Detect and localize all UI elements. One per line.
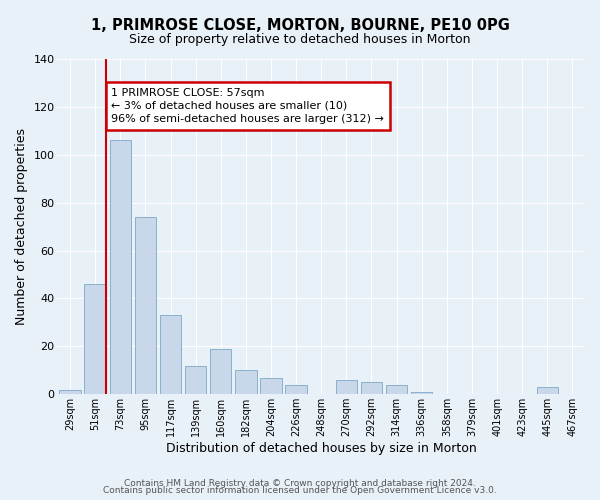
Bar [361, 382, 382, 394]
Bar [135, 217, 156, 394]
Text: 1, PRIMROSE CLOSE, MORTON, BOURNE, PE10 0PG: 1, PRIMROSE CLOSE, MORTON, BOURNE, PE10 … [91, 18, 509, 32]
Text: Contains public sector information licensed under the Open Government Licence v3: Contains public sector information licen… [103, 486, 497, 495]
Bar [286, 384, 307, 394]
Bar [59, 390, 80, 394]
Bar [536, 387, 558, 394]
Bar [411, 392, 433, 394]
Y-axis label: Number of detached properties: Number of detached properties [15, 128, 28, 325]
Bar [160, 316, 181, 394]
Bar [85, 284, 106, 395]
Bar [235, 370, 257, 394]
Text: Size of property relative to detached houses in Morton: Size of property relative to detached ho… [129, 32, 471, 46]
Bar [386, 384, 407, 394]
Text: Contains HM Land Registry data © Crown copyright and database right 2024.: Contains HM Land Registry data © Crown c… [124, 478, 476, 488]
Bar [260, 378, 281, 394]
Bar [210, 349, 232, 395]
Bar [335, 380, 357, 394]
X-axis label: Distribution of detached houses by size in Morton: Distribution of detached houses by size … [166, 442, 476, 455]
Text: 1 PRIMROSE CLOSE: 57sqm
← 3% of detached houses are smaller (10)
96% of semi-det: 1 PRIMROSE CLOSE: 57sqm ← 3% of detached… [112, 88, 385, 124]
Bar [185, 366, 206, 394]
Bar [110, 140, 131, 394]
